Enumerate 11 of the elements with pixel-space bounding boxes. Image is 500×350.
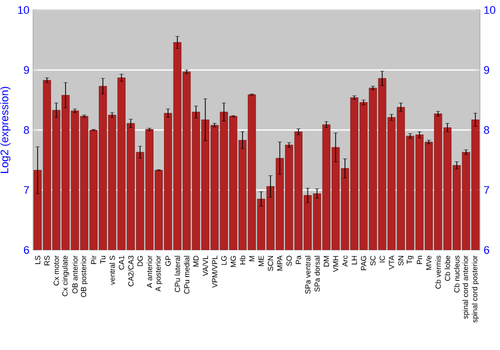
y2-tick-label: 9 xyxy=(484,66,490,74)
y2-tick-label: 8 xyxy=(484,126,490,134)
y-tick-label: 9 xyxy=(24,66,29,74)
y-axis-title: Log2 (expression) xyxy=(0,86,10,173)
y-tick-label: 7 xyxy=(24,186,29,194)
y-tick-label: 6 xyxy=(24,246,29,254)
y-tick-label: 8 xyxy=(24,126,29,134)
y2-tick-label: 10 xyxy=(484,6,496,14)
y2-tick-label: 6 xyxy=(484,246,490,254)
y-tick-label: 10 xyxy=(18,6,30,14)
y2-tick-label: 7 xyxy=(484,186,490,194)
